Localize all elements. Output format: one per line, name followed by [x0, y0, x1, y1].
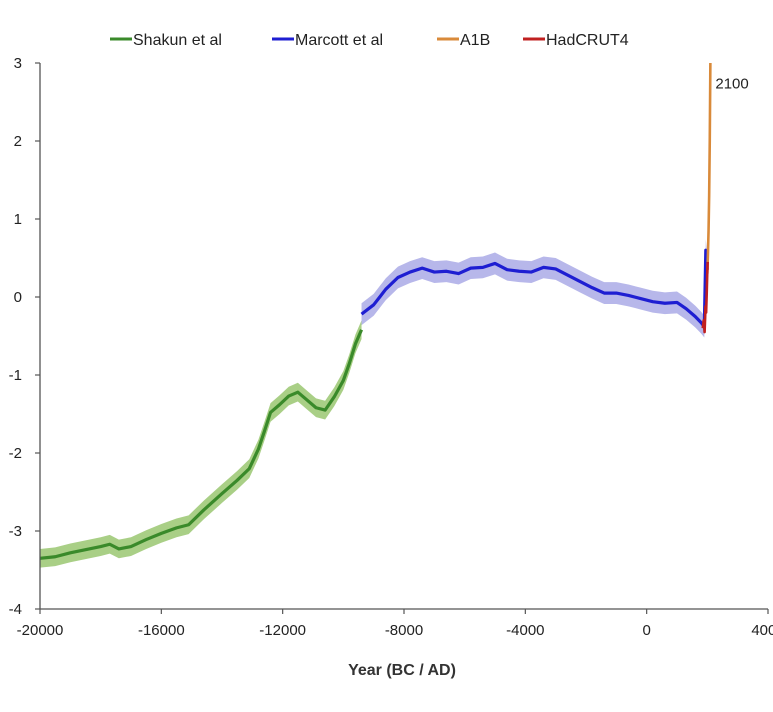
y-tick-label: 0 [14, 289, 22, 306]
x-tick-label: -8000 [385, 622, 423, 639]
shakun-et-al-series-line [39, 329, 364, 560]
legend: Shakun et al Marcott et al A1B HadCRUT4 [110, 32, 629, 49]
legend-label-shakun-et-al: Shakun et al [133, 32, 222, 49]
legend-label-a1b: A1B [460, 32, 490, 49]
marcott-et-al-uncertainty-band [361, 239, 708, 338]
hadcrut4-series-line [701, 261, 709, 334]
y-tick-label: -4 [9, 601, 22, 618]
y-tick-label: 1 [14, 211, 22, 228]
legend-label-marcott-et-al: Marcott et al [295, 32, 383, 49]
series-lines [39, 62, 712, 560]
annotation-2100-label: 2100 [715, 76, 748, 93]
y-tick-label: -1 [9, 367, 22, 384]
x-tick-label: 4000 [751, 622, 773, 639]
y-tick-label: 3 [14, 55, 22, 72]
legend-label-hadcrut4: HadCRUT4 [546, 32, 629, 49]
x-tick-label: -20000 [17, 622, 64, 639]
y-tick-label: -2 [9, 445, 22, 462]
shakun-et-al-uncertainty-band [40, 320, 362, 568]
x-tick-label: 0 [642, 622, 650, 639]
axes: -4 -3 -2 -1 0 1 2 3 -20000 -16000 -12000 -8000 -4000… [9, 55, 773, 679]
y-tick-label: -3 [9, 523, 22, 540]
x-axis-title: Year (BC / AD) [348, 662, 456, 679]
marcott-et-al-series-line [360, 248, 709, 329]
annotations: 2100 [715, 76, 748, 93]
x-tick-label: -4000 [506, 622, 544, 639]
y-tick-label: 2 [14, 133, 22, 150]
x-tick-label: -12000 [259, 622, 306, 639]
x-tick-label: -16000 [138, 622, 185, 639]
confidence-bands [40, 239, 708, 568]
a1b-series-line [706, 62, 712, 274]
